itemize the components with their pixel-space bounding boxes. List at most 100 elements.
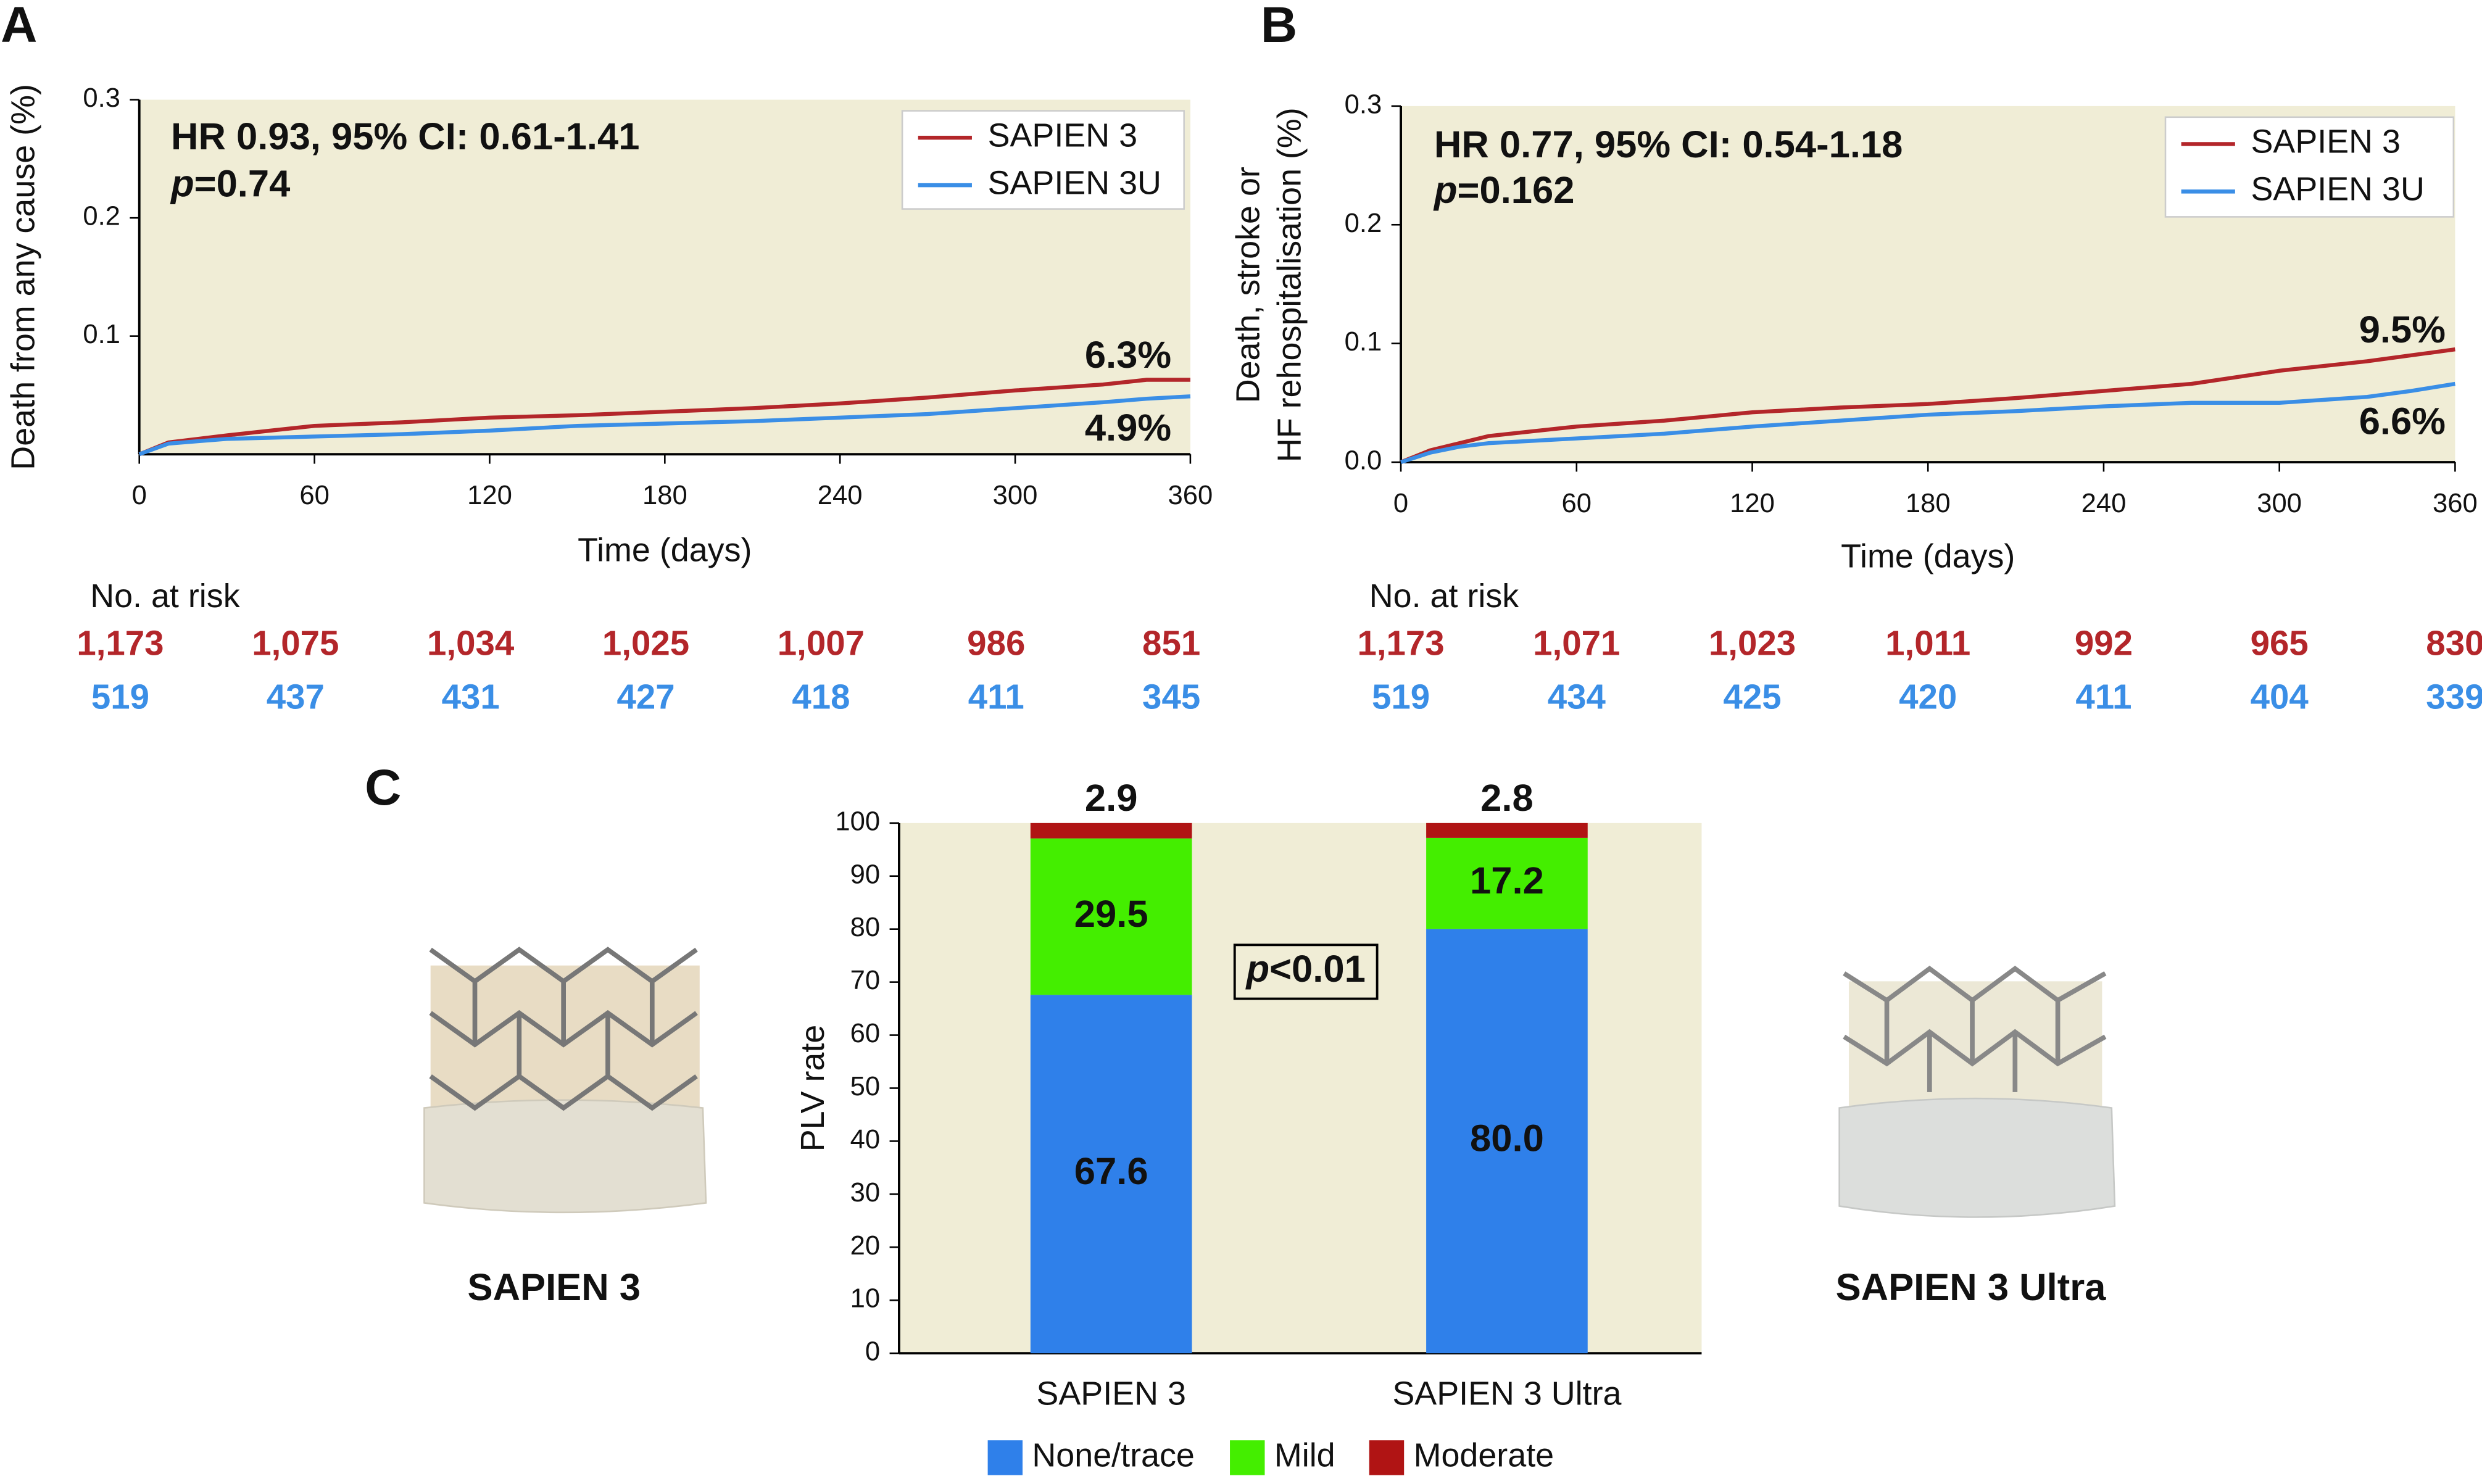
- x-tick-label: 300: [2257, 489, 2302, 518]
- legend-label: SAPIEN 3: [988, 117, 1137, 154]
- legend-box: [901, 110, 1185, 210]
- y-tick-label: 0.3: [1345, 89, 1382, 119]
- value-label: 80.0: [1470, 1117, 1544, 1160]
- risk-count: 1,034: [427, 623, 515, 662]
- value-label: 29.5: [1074, 893, 1148, 935]
- panel-letter: B: [1261, 0, 1297, 53]
- y-axis-label: PLV rate: [794, 1025, 831, 1152]
- x-tick-label: 360: [1168, 481, 1213, 510]
- risk-count: 1,023: [1709, 623, 1796, 662]
- x-tick-label: 120: [467, 481, 512, 510]
- legend-label: Mild: [1274, 1437, 1335, 1474]
- stats-annotation: HR 0.93, 95% CI: 0.61-1.41: [171, 115, 639, 158]
- x-tick-label: 240: [2081, 489, 2127, 518]
- risk-count: 411: [2075, 678, 2131, 716]
- y-axis-label: Death from any cause (%): [4, 84, 41, 470]
- x-tick-label: 240: [818, 481, 863, 510]
- risk-count: 519: [91, 678, 149, 716]
- risk-count: 418: [792, 678, 850, 716]
- km-curve: [138, 394, 1191, 457]
- y-tick-label: 0.3: [83, 83, 120, 113]
- risk-count: 851: [1142, 623, 1200, 662]
- p-symbol: p: [1245, 948, 1269, 990]
- risk-count: 431: [442, 678, 500, 716]
- p-value-annotation: p=0.74: [170, 163, 290, 205]
- risk-count: 1,025: [602, 623, 689, 662]
- y-tick-label: 0: [865, 1337, 880, 1367]
- risk-count: 1,173: [77, 623, 164, 662]
- risk-count: 437: [267, 678, 325, 716]
- end-label: 6.3%: [1085, 334, 1171, 376]
- bar-segment: [1030, 995, 1192, 1354]
- bar-segment: [1030, 823, 1192, 839]
- risk-count: 519: [1372, 678, 1430, 716]
- y-tick-label: 90: [850, 860, 881, 889]
- p-value: <0.01: [1269, 948, 1366, 990]
- p-value: =0.74: [194, 163, 291, 205]
- risk-count: 1,007: [778, 623, 865, 662]
- value-label: 17.2: [1470, 860, 1544, 902]
- x-tick-label: 180: [642, 481, 687, 510]
- end-label: 9.5%: [2359, 309, 2446, 351]
- y-tick-label: 60: [850, 1019, 881, 1048]
- km-curve: [1400, 381, 2455, 465]
- p-value-annotation: p=0.162: [1433, 169, 1575, 212]
- y-tick-label: 0.1: [83, 320, 120, 349]
- risk-count: 425: [1723, 678, 1781, 716]
- risk-table-title: No. at risk: [90, 578, 240, 615]
- x-tick-label: SAPIEN 3: [1036, 1375, 1185, 1412]
- risk-count: 1,075: [252, 623, 339, 662]
- legend-swatch: [1230, 1440, 1265, 1475]
- image-caption: SAPIEN 3 Ultra: [1836, 1266, 2107, 1309]
- risk-count: 434: [1548, 678, 1606, 716]
- risk-count: 339: [2426, 678, 2482, 716]
- p-value-box: [1233, 943, 1379, 1000]
- p-value-annotation: p<0.01: [1245, 948, 1365, 990]
- risk-count: 1,011: [1885, 623, 1970, 662]
- risk-count: 965: [2251, 623, 2309, 662]
- risk-count: 1,071: [1533, 623, 1620, 662]
- legend-label: None/trace: [1032, 1437, 1194, 1474]
- y-tick-label: 0.2: [83, 202, 120, 231]
- risk-count: 345: [1142, 678, 1200, 716]
- end-label: 4.9%: [1085, 407, 1171, 449]
- legend-label: SAPIEN 3: [2251, 123, 2401, 160]
- risk-count: 986: [967, 623, 1025, 662]
- risk-count: 992: [2075, 623, 2133, 662]
- p-symbol: p: [1433, 169, 1458, 212]
- valve-image-sapien3: [423, 947, 707, 1214]
- km-curve: [138, 378, 1190, 457]
- end-label: 6.6%: [2359, 400, 2446, 443]
- y-axis-label: HF rehospitalisation (%): [1271, 107, 1308, 462]
- x-tick-label: 0: [1393, 489, 1408, 518]
- bar-segment: [1030, 838, 1192, 995]
- x-tick-label: 360: [2433, 489, 2478, 518]
- x-tick-label: 60: [1562, 489, 1592, 518]
- y-tick-label: 80: [850, 913, 881, 942]
- value-label: 2.9: [1085, 777, 1138, 819]
- risk-count: 411: [968, 678, 1024, 716]
- value-label: 67.6: [1074, 1150, 1148, 1193]
- y-tick-label: 0.0: [1345, 446, 1382, 476]
- x-tick-label: 0: [132, 481, 147, 510]
- bar-segment: [1426, 837, 1588, 929]
- x-axis-label: Time (days): [578, 531, 752, 568]
- y-tick-label: 0.2: [1345, 209, 1382, 238]
- x-tick-label: 60: [299, 481, 330, 510]
- y-tick-label: 70: [850, 966, 881, 995]
- image-caption: SAPIEN 3: [468, 1266, 641, 1309]
- stats-annotation: HR 0.77, 95% CI: 0.54-1.18: [1434, 123, 1903, 166]
- y-tick-label: 100: [835, 806, 880, 836]
- panel-letter: C: [365, 760, 401, 816]
- risk-count: 404: [2251, 678, 2309, 716]
- x-tick-label: 300: [993, 481, 1038, 510]
- value-label: 2.8: [1480, 777, 1534, 819]
- legend-swatch: [987, 1440, 1023, 1475]
- legend-box: [2164, 116, 2455, 218]
- risk-count: 830: [2426, 623, 2482, 662]
- risk-count: 1,173: [1357, 623, 1444, 662]
- panel-letter: A: [1, 0, 37, 53]
- risk-table-title: No. at risk: [1369, 578, 1519, 615]
- x-tick-label: 180: [1906, 489, 1951, 518]
